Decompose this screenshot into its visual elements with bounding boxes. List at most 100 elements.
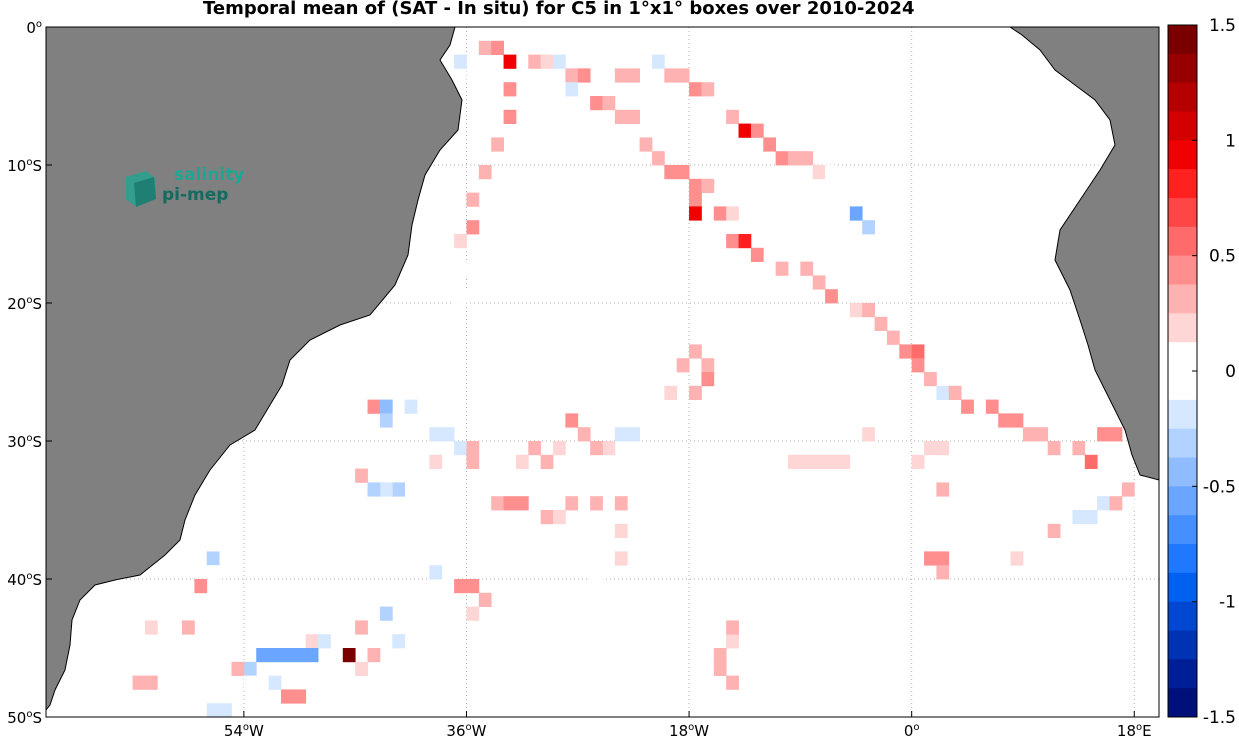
data-cell [701,358,715,373]
data-cell [219,703,232,718]
data-cell [924,372,937,387]
data-cell [948,385,962,400]
data-cell [750,123,764,138]
data-cell [689,206,702,221]
data-cell [454,579,467,594]
data-cell [874,234,888,249]
data-cell [268,675,282,690]
data-cell [318,634,331,649]
data-cell [1010,551,1024,566]
colorbar-tick-label: 1 [1225,131,1236,151]
colorbar-segment [1168,226,1197,257]
data-cell [676,68,690,83]
colorbar-segment [1168,572,1197,603]
colorbar-segment [1168,255,1197,285]
data-cell [788,151,801,166]
data-cell [837,454,851,469]
data-cell [268,648,282,663]
x-tick-label: 0o [904,722,920,740]
data-cell [466,220,480,235]
y-tick-label: 40oS [7,571,42,589]
data-cell [355,468,368,483]
data-cell [614,68,628,83]
data-cell [503,82,517,97]
data-cell [565,82,579,97]
colorbar-segment [1168,630,1197,660]
data-cell [750,247,764,262]
data-cell [936,482,950,497]
colorbar-tick-label: -0.5 [1203,477,1236,497]
data-cell [1047,523,1061,538]
y-tick-label: 20oS [7,295,42,313]
data-cell [627,109,640,124]
data-cell [651,399,665,414]
data-cell [651,151,665,166]
data-cell [231,661,245,676]
data-cell [305,634,319,649]
plot-frame [45,26,1160,718]
data-cell [243,661,257,676]
data-cell [825,165,838,180]
data-cell [441,565,455,580]
data-cell [429,454,443,469]
data-cell [924,551,937,566]
data-cell [1097,427,1110,442]
data-cell [503,496,517,511]
data-cell [775,151,789,166]
data-cell [1010,413,1024,428]
data-cell [812,454,826,469]
colorbar-segment [1168,399,1197,430]
data-cell [627,427,640,442]
data-cell [441,468,455,483]
data-cell [689,192,702,207]
data-cell [540,454,554,469]
data-cell [1097,496,1110,511]
data-cell [1072,510,1086,525]
data-cell [1134,496,1148,511]
data-cell [144,675,158,690]
colorbar-segment [1168,515,1197,545]
data-cell [701,82,715,97]
data-cell [379,399,393,414]
y-tick-label: 10oS [7,157,42,175]
colorbar-tick-label: 0 [1225,362,1236,382]
colorbar-segment [1168,342,1197,372]
data-cell [689,178,702,193]
colorbar-segment [1168,659,1197,689]
data-cell [985,399,999,414]
data-cell [726,675,739,690]
data-cell [466,192,480,207]
data-cell [689,344,702,359]
salinity-pimep-logo: salinity pi-mep [122,165,252,215]
data-cell [280,648,294,663]
data-cell [466,579,480,594]
data-cell [1060,510,1073,525]
data-cell [763,137,777,152]
colorbar-segment [1168,284,1197,314]
data-cell [738,123,752,138]
data-cell [726,620,739,635]
data-cell [726,234,739,249]
colorbar-tick-label: -1.5 [1203,708,1236,728]
data-cell [689,82,702,97]
data-cell [800,151,814,166]
data-cell [614,496,628,511]
data-cell [466,606,480,621]
data-cell [627,68,640,83]
data-cell [441,427,455,442]
data-cell [540,510,554,525]
colorbar-segment [1168,313,1197,343]
colorbar-segment [1168,82,1197,112]
data-cell [577,68,591,83]
x-axis-ticks: 54oW 36oW 18oW 0o 18oE [224,711,1152,740]
data-cell [256,648,269,663]
data-cell [491,40,504,55]
colorbar-segment [1168,544,1197,574]
data-cell [429,565,443,580]
data-cell [466,68,480,83]
data-cell [206,551,220,566]
data-cell [590,496,603,511]
colorbar-segment [1168,688,1197,718]
y-tick-label: 0o [26,19,42,37]
data-cell [454,54,467,69]
